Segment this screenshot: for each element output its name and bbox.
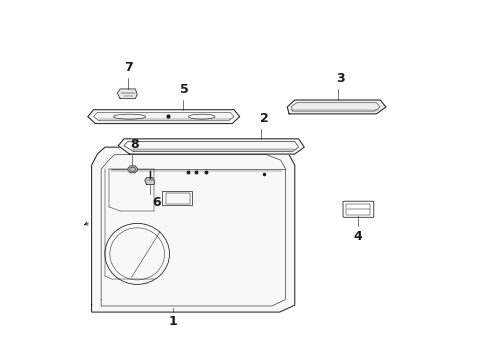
Bar bbox=[166, 193, 190, 204]
Bar bbox=[162, 191, 192, 205]
Text: 1: 1 bbox=[169, 315, 178, 328]
Text: 3: 3 bbox=[336, 72, 344, 85]
Polygon shape bbox=[88, 110, 240, 123]
Text: 6: 6 bbox=[152, 196, 161, 209]
Text: 5: 5 bbox=[180, 84, 189, 96]
Polygon shape bbox=[127, 166, 138, 173]
Polygon shape bbox=[92, 147, 295, 312]
Polygon shape bbox=[287, 100, 386, 114]
Text: 7: 7 bbox=[124, 61, 133, 74]
Polygon shape bbox=[145, 177, 154, 185]
Text: 8: 8 bbox=[130, 138, 139, 151]
Text: 2: 2 bbox=[260, 112, 269, 125]
Bar bbox=[346, 204, 369, 215]
Text: 4: 4 bbox=[354, 230, 363, 243]
Polygon shape bbox=[118, 139, 304, 154]
Polygon shape bbox=[118, 89, 137, 99]
